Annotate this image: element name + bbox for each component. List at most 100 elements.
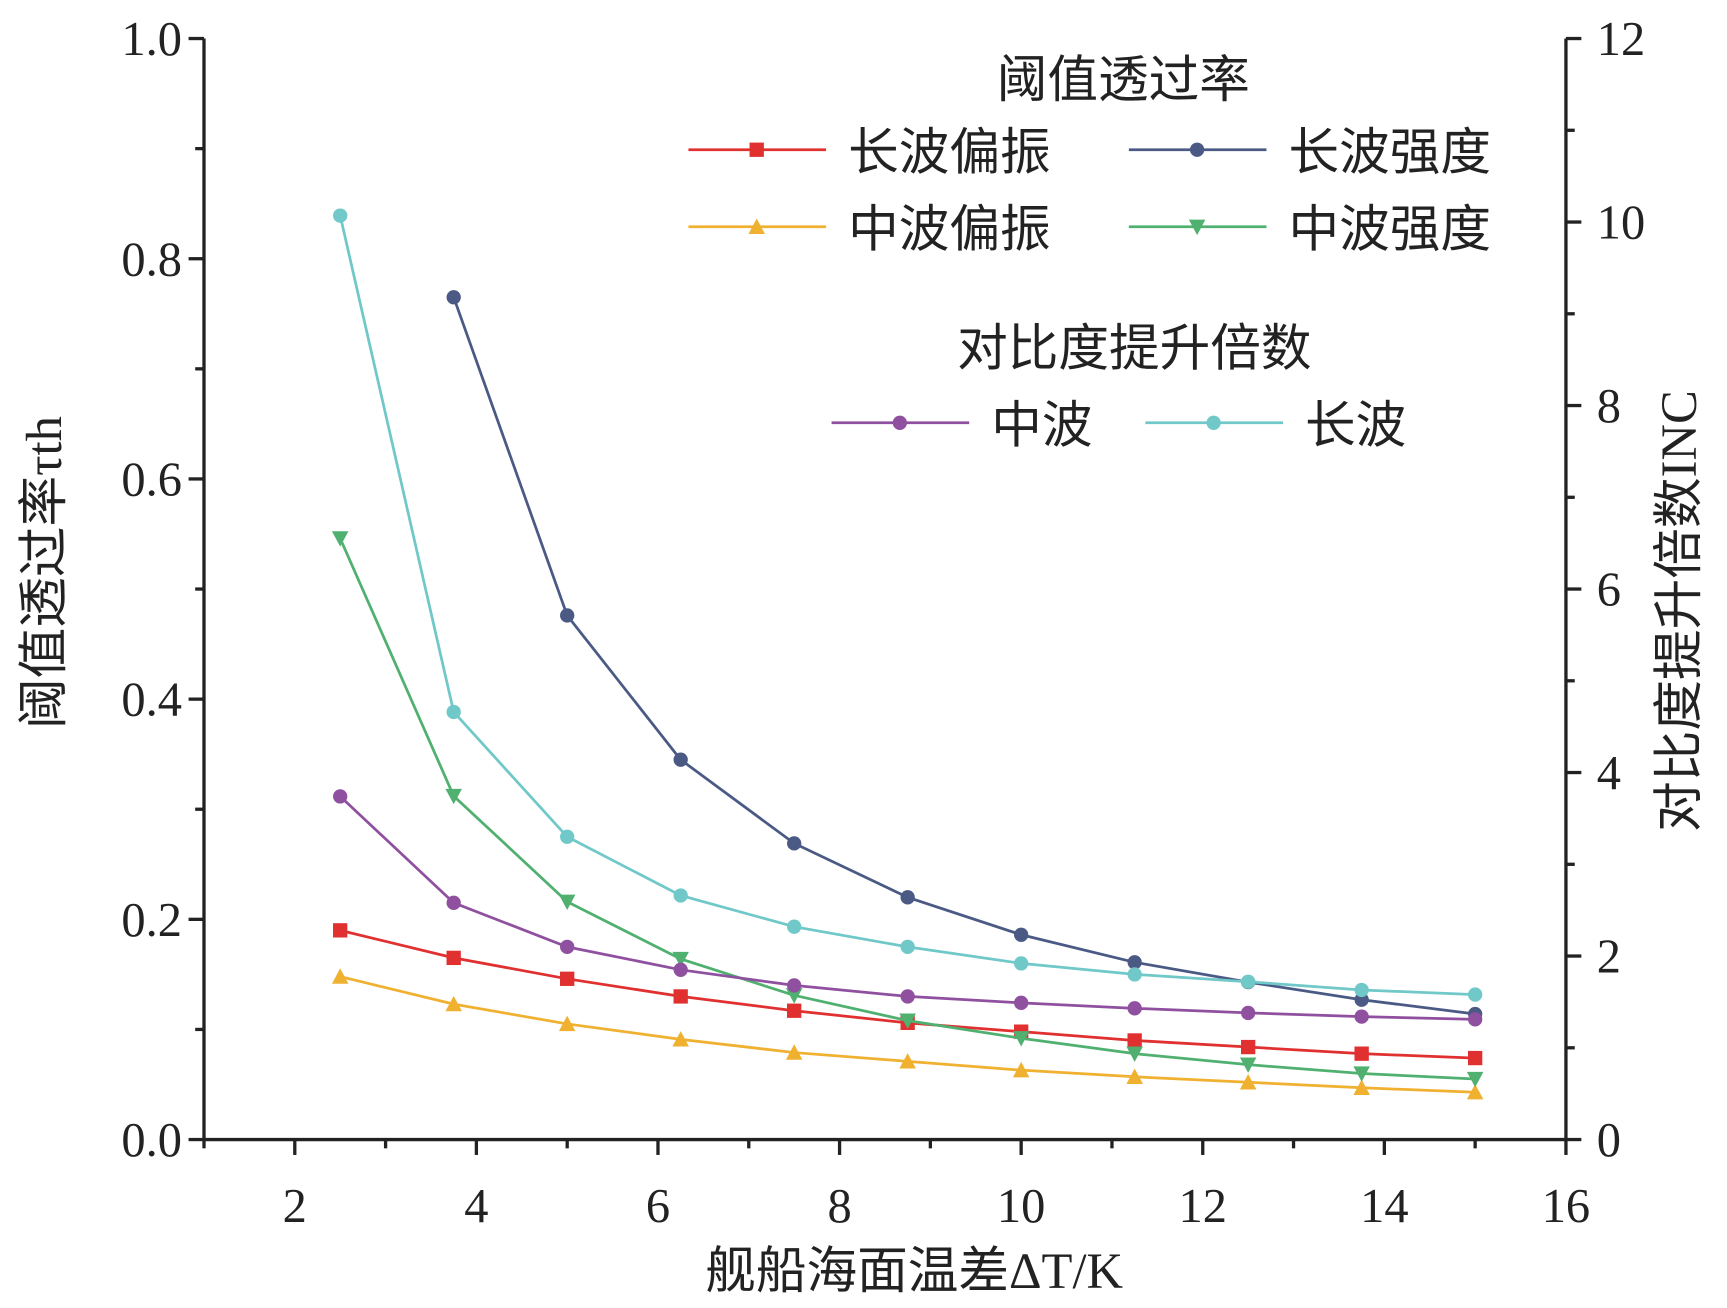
axes: 2 4 6 8 10 12 14 16 0.0 0.2 0.4 0.6 0.8 1.0 0 2 4 6 8 10 12 [121, 13, 1645, 1233]
data-point [1353, 1079, 1370, 1095]
y-left-tick-label: 0.4 [121, 674, 182, 727]
data-point [1240, 1039, 1256, 1055]
x-tick-label: 2 [283, 1180, 307, 1233]
data-point [1239, 1074, 1257, 1090]
data-point [1240, 1005, 1256, 1021]
data-point [1467, 1050, 1483, 1066]
legend-item: 中波强度 [1128, 202, 1491, 258]
legend-item: 长波 [1145, 398, 1406, 454]
data-point [1354, 1046, 1369, 1061]
y-axis-right-label: 对比度提升倍数INC [1651, 390, 1707, 832]
legend-label: 中波偏振 [848, 202, 1051, 258]
y-left-tick-label: 0.0 [121, 1114, 182, 1167]
data-point [1354, 1009, 1369, 1024]
legend-item: 中波偏振 [688, 202, 1051, 258]
series-长波 [333, 208, 1483, 1002]
data-point [1467, 987, 1483, 1002]
data-point [1127, 1033, 1142, 1048]
data-point [673, 752, 688, 767]
data-point [331, 531, 349, 547]
data-point [1240, 974, 1256, 989]
x-tick-label: 16 [1542, 1180, 1590, 1233]
y-right-tick-label: 6 [1597, 564, 1621, 617]
data-point [1467, 1012, 1483, 1027]
data-point [900, 989, 915, 1004]
data-point [1127, 1001, 1142, 1016]
data-point [900, 890, 915, 905]
y-right-tick-label: 2 [1597, 931, 1621, 984]
legend-marker [1206, 415, 1221, 430]
data-point [785, 988, 803, 1004]
y-left-tick-label: 0.6 [121, 453, 182, 506]
data-point [1012, 1031, 1030, 1047]
data-point [1353, 1066, 1370, 1082]
legend-item: 长波强度 [1128, 125, 1491, 181]
data-point [1014, 927, 1029, 942]
y-right-tick-label: 12 [1597, 13, 1645, 66]
data-point [787, 978, 802, 993]
data-point [445, 995, 462, 1012]
y-right-tick-label: 0 [1597, 1114, 1621, 1167]
data-point [899, 1053, 916, 1069]
legend-marker [749, 142, 764, 157]
data-point [672, 951, 689, 968]
y-left-tick-label: 0.2 [121, 894, 182, 947]
y-left-tick-label: 1.0 [121, 13, 182, 66]
data-point [1012, 1061, 1030, 1078]
data-point [900, 939, 915, 955]
data-point [1466, 1071, 1484, 1088]
data-point [446, 895, 461, 910]
legend-title-inc: 对比度提升倍数 [957, 321, 1311, 377]
data-point [787, 1003, 802, 1018]
legend-marker [1189, 142, 1205, 157]
legend-item: 长波偏振 [688, 125, 1051, 181]
x-tick-label: 8 [827, 1180, 851, 1233]
data-point [672, 1031, 689, 1047]
data-point [560, 608, 575, 623]
data-point [673, 888, 688, 903]
legend-label: 长波 [1305, 398, 1406, 454]
data-point [1466, 1083, 1484, 1100]
data-point [899, 1013, 916, 1029]
data-point [787, 919, 802, 934]
data-point [333, 208, 348, 223]
legend-label: 长波偏振 [848, 125, 1051, 181]
legend-label: 中波强度 [1288, 202, 1491, 258]
data-point [331, 968, 349, 984]
x-tick-label: 6 [646, 1180, 670, 1233]
series-中波强度 [331, 531, 1484, 1088]
legend-marker [748, 218, 765, 234]
data-point [673, 989, 688, 1004]
x-tick-label: 10 [997, 1180, 1045, 1233]
series-line [452, 296, 1476, 1016]
x-tick-label: 14 [1360, 1180, 1408, 1233]
x-axis-label: 舰船海面温差ΔT/K [705, 1243, 1123, 1299]
series-中波 [333, 789, 1483, 1027]
x-tick-label: 12 [1179, 1180, 1227, 1233]
data-point [1354, 982, 1369, 998]
data-point [446, 950, 461, 966]
legend-label: 中波 [991, 398, 1092, 454]
data-point [560, 829, 575, 844]
series-layer [331, 208, 1484, 1100]
data-point [787, 836, 802, 851]
data-point [673, 962, 688, 977]
data-point [333, 923, 348, 938]
data-point [445, 788, 462, 805]
data-point [1014, 995, 1029, 1010]
data-point [560, 939, 575, 955]
y-right-tick-label: 4 [1597, 747, 1621, 800]
data-point [558, 1015, 576, 1032]
data-point [1126, 1046, 1143, 1062]
y-right-tick-label: 10 [1597, 197, 1645, 250]
legend-title-threshold: 阈值透过率 [997, 52, 1250, 108]
data-point [333, 789, 348, 804]
y-left-tick-label: 0.8 [121, 233, 182, 286]
series-长波强度 [446, 290, 1483, 1022]
y-axis-left-label: 阈值透过率τth [16, 416, 72, 729]
data-point [558, 894, 576, 910]
series-中波偏振 [331, 968, 1484, 1100]
data-point [446, 290, 461, 305]
